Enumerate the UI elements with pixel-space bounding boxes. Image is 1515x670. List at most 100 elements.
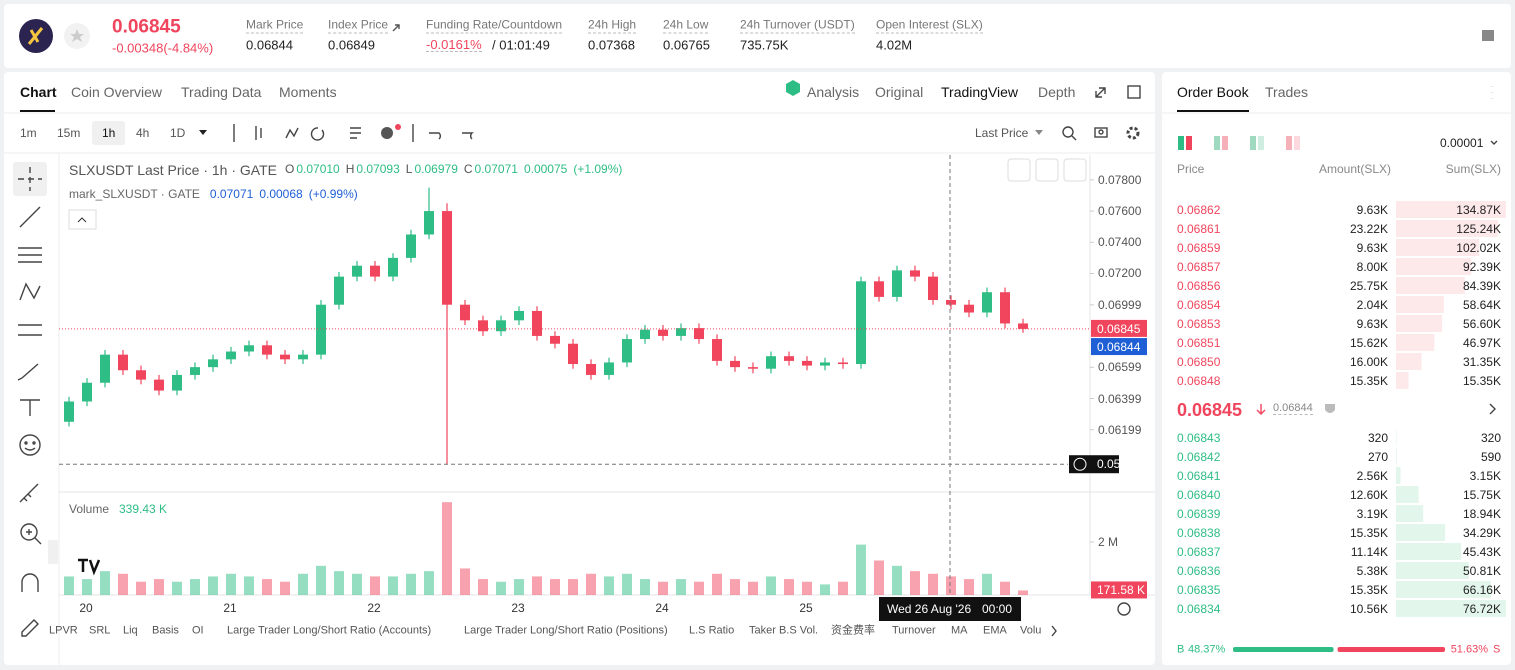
volume-bar [352,573,362,595]
interval[interactable]: 1m [20,126,37,140]
ob-price: 0.06841 [1177,469,1221,483]
indicator-tab[interactable]: Large Trader Long/Short Ratio (Positions… [464,624,668,637]
ob-last-price: 0.06845 [1177,400,1243,420]
candle-body [838,362,848,365]
chart-tab[interactable]: Trading Data [181,84,262,100]
price-change: -0.00348(-4.84%) [112,40,214,56]
indicator-tab[interactable]: LPVR [49,624,78,637]
volume-bar [424,571,434,595]
volume-bar [136,581,146,595]
depth-bar [1396,315,1443,332]
crosshair-date: Wed 26 Aug '26 [887,602,972,616]
view-tab[interactable]: Analysis [807,84,860,100]
interval[interactable]: 1D [170,126,186,140]
volume-bar [334,571,344,595]
volume-last-label: 171.58 K [1097,583,1146,598]
mark-value: (+0.99%) [308,187,358,201]
ob-tab[interactable]: Order Book [1177,84,1249,100]
volume-bar [388,576,398,595]
volume-bar [964,579,974,595]
indicator-tab[interactable]: Liq [123,624,138,637]
candle-body [658,329,668,336]
buy-bar [1233,647,1334,652]
indicator-tab[interactable]: Taker B.S Vol. [749,624,819,637]
volume-bar [154,579,164,595]
x-tick-label: 25 [799,601,813,615]
chart-btn [1035,158,1059,182]
view-tab[interactable]: TradingView [941,84,1019,100]
chart-tab[interactable]: Coin Overview [71,84,163,100]
volume-bar [550,579,560,595]
stat-extra: / 01:01:49 [492,37,550,53]
interval[interactable]: 1h [102,126,116,140]
sell-bar [1337,647,1445,652]
indicator-tab[interactable]: OI [192,624,204,637]
ob-amount: 270 [1367,450,1388,464]
candle-body [910,270,920,277]
candle-body [820,362,830,366]
indicator-tab[interactable]: Turnover [892,624,936,637]
depth-bar [1396,543,1462,560]
ob-tab[interactable]: Trades [1265,84,1309,100]
volume-bar [478,579,488,595]
price-source[interactable]: Last Price [975,126,1029,140]
chart-tab[interactable]: Moments [279,84,337,100]
indicator-tab[interactable]: Volu [1020,624,1042,637]
ob-sum: 3.15K [1469,469,1501,483]
depth-bar [1396,600,1506,617]
indicator-tab[interactable]: 资金费率 [831,624,875,637]
ob-sum: 58.64K [1462,298,1501,312]
depth-bar [1396,258,1472,275]
depth-bar [1396,581,1491,598]
volume-bar [766,576,776,595]
ob-price: 0.06859 [1177,241,1221,255]
y-tick-label: 0.07400 [1098,235,1142,250]
x-tick-label: 24 [655,601,669,615]
indicator-tab[interactable]: Basis [152,624,179,637]
ob-amount: 8.00K [1356,260,1388,274]
indicator-tab[interactable]: EMA [983,624,1007,637]
volume-bar [820,584,830,595]
candle-body [100,354,110,383]
stat-label: Mark Price [246,17,304,34]
ob-sum: 84.39K [1462,279,1501,293]
stat-label: 24h Turnover (USDT) [740,17,855,34]
stat-value: 0.06765 [663,37,710,53]
ob-amount: 16.00K [1349,355,1388,369]
candle-body [424,211,434,235]
interval[interactable]: 15m [57,126,81,140]
interval[interactable]: 4h [136,126,150,140]
candle-body [964,304,974,313]
ob-price: 0.06840 [1177,488,1221,502]
chart-tab[interactable]: Chart [20,84,57,100]
indicator-tab[interactable]: L.S Ratio [689,624,735,637]
y-tick-label: 0.06399 [1098,391,1142,406]
depth-bar [1396,334,1435,351]
x-tick-label: 20 [79,601,93,615]
candle-body [406,234,416,258]
view-tab[interactable]: Depth [1038,84,1076,100]
indicator-tab[interactable]: SRL [89,624,111,637]
candle-body [190,367,200,375]
ob-price: 0.06850 [1177,355,1221,369]
indicator-tab[interactable]: MA [951,624,968,637]
volume-bar [856,544,866,595]
ob-price: 0.06848 [1177,374,1221,388]
y-tick-label: 0.06199 [1098,422,1142,437]
ohlc-value: 0.06979 [414,162,458,176]
stat-value: -0.0161% [426,37,482,52]
buy-tag: B [1177,643,1185,656]
ob-price: 0.06842 [1177,450,1221,464]
candle-body [496,320,506,332]
chart-legend: SLXUSDT Last Price · 1h · GATE O 0.07010 H 0… [69,163,622,177]
candle-body [568,343,578,365]
volume-bar [244,576,254,595]
indicator-tab[interactable]: Large Trader Long/Short Ratio (Accounts) [227,624,432,637]
chart-title: SLXUSDT Last Price · 1h · GATE [69,162,277,178]
ob-price: 0.06862 [1177,203,1221,217]
ob-amount: 12.60K [1349,488,1388,502]
volume-bar [748,581,758,595]
view-tab[interactable]: Original [875,84,924,100]
precision[interactable]: 0.00001 [1440,136,1484,150]
